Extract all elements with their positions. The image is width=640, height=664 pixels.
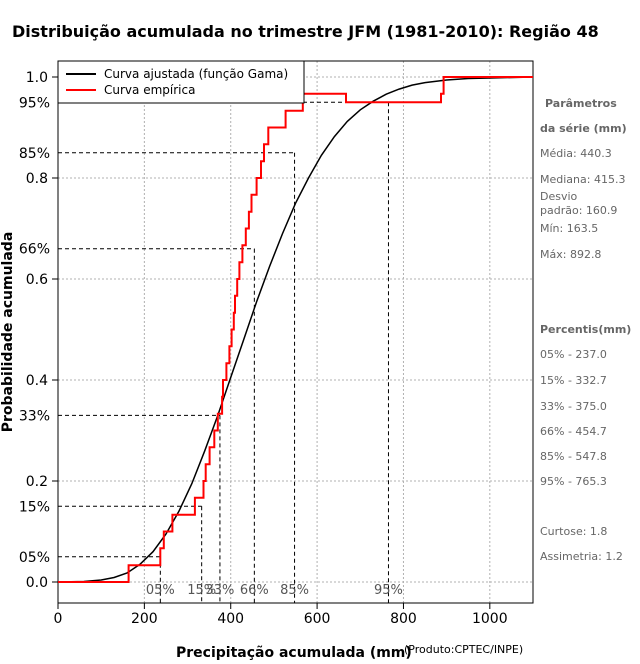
x-tick-label: 600: [304, 611, 331, 627]
series-line-gamma: [57, 76, 534, 583]
percentile-y-label: 95%: [19, 95, 50, 111]
plot-frame: [57, 60, 534, 604]
legend-label-empirical: Curva empírica: [104, 83, 195, 97]
x-tick-label: 1000: [472, 611, 508, 627]
x-tick-label: 200: [131, 611, 158, 627]
side-panel: Parâmetros da série (mm) Média: 440.3 Me…: [540, 97, 631, 563]
params-title-1: Parâmetros: [545, 97, 617, 110]
x-axis: 0 200 400 600 800 1000: [54, 603, 508, 627]
mediana-stat: Mediana: 415.3: [540, 173, 625, 186]
curtose-stat: Curtose: 1.8: [540, 525, 607, 538]
percentile-x-label: 95%: [374, 583, 403, 598]
y-axis: 0.0 0.2 0.4 0.6 0.8 1.0: [26, 70, 58, 591]
percentile-reference-lines: [58, 101, 389, 603]
y-axis-label: Probabilidade acumulada: [0, 232, 16, 433]
percentil-15: 15% - 332.7: [540, 374, 607, 387]
percentile-y-label: 85%: [19, 146, 50, 162]
legend-box: [57, 60, 305, 104]
assimetria-stat: Assimetria: 1.2: [540, 550, 623, 563]
percentile-x-label: 85%: [280, 583, 309, 598]
percentile-x-label: 05%: [146, 583, 175, 598]
desvio-stat-1: Desvio: [540, 190, 578, 203]
percentil-05: 05% - 237.0: [540, 348, 607, 361]
grid: [57, 61, 533, 603]
x-tick-label: 0: [54, 611, 63, 627]
percentile-y-label: 05%: [19, 550, 50, 566]
series-line-empirical: [58, 76, 533, 583]
percentile-y-label: 66%: [19, 242, 50, 258]
desvio-stat-2: padrão: 160.9: [540, 204, 617, 217]
percentile-x-label: 33%: [205, 583, 234, 598]
y-tick-label: 0.6: [26, 272, 48, 288]
chart-title: Distribuição acumulada no trimestre JFM …: [12, 22, 599, 41]
percentil-33: 33% - 375.0: [540, 400, 607, 413]
y-tick-label: 0.4: [26, 373, 48, 389]
max-stat: Máx: 892.8: [540, 248, 601, 261]
media-stat: Média: 440.3: [540, 147, 612, 160]
x-tick-label: 400: [217, 611, 244, 627]
percentile-y-label: 33%: [19, 408, 50, 424]
percentil-95: 95% - 765.3: [540, 475, 607, 488]
legend: Curva ajustada (função Gama) Curva empír…: [57, 60, 305, 104]
min-stat: Mín: 163.5: [540, 222, 598, 235]
legend-label-gamma: Curva ajustada (função Gama): [104, 67, 288, 81]
params-title-2: da série (mm): [540, 122, 627, 135]
y-tick-label: 1.0: [26, 70, 48, 86]
x-axis-label: Precipitação acumulada (mm): [176, 645, 412, 660]
percentis-title: Percentis(mm): [540, 323, 631, 336]
percentile-levels: 05%05%15%15%33%33%66%66%85%85%95%95%: [19, 95, 403, 598]
percentile-y-label: 15%: [19, 499, 50, 515]
percentil-85: 85% - 547.8: [540, 450, 607, 463]
percentil-66: 66% - 454.7: [540, 425, 607, 438]
y-tick-label: 0.0: [26, 575, 48, 591]
y-tick-label: 0.8: [26, 171, 48, 187]
credit-label: (Produto:CPTEC/INPE): [404, 643, 523, 656]
y-tick-label: 0.2: [26, 474, 48, 490]
percentile-x-label: 66%: [240, 583, 269, 598]
percentile-x-label: 15%: [187, 583, 216, 598]
x-tick-label: 800: [390, 611, 417, 627]
